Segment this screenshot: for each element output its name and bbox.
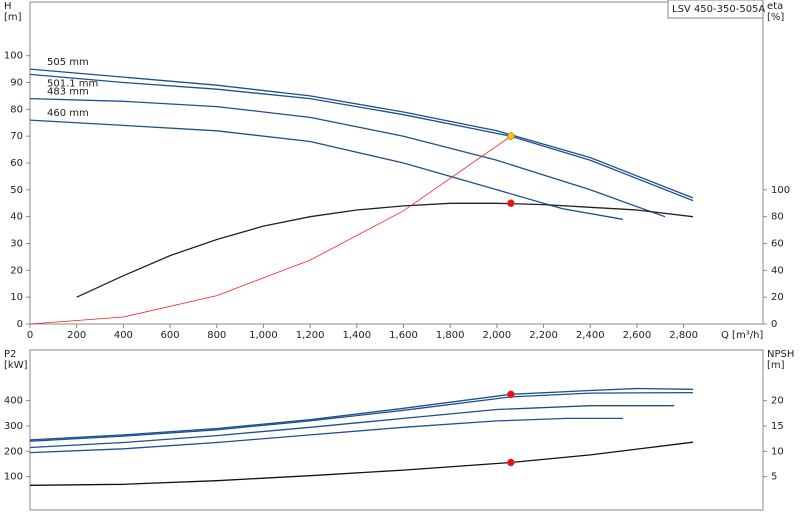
y-tick-label: 10 — [10, 292, 23, 303]
curve-label: 505 mm — [47, 57, 89, 68]
x-tick-label: 1,000 — [249, 330, 278, 341]
y2-axis-label: NPSH — [767, 349, 794, 360]
plot-frame — [29, 1, 764, 325]
operating-point — [507, 132, 515, 140]
y2-tick-label: 20 — [771, 292, 784, 303]
curve — [29, 417, 623, 454]
y-axis-label: H — [4, 1, 12, 12]
y-tick-label: 100 — [4, 51, 23, 62]
chart-title: LSV 450-350-505A — [672, 4, 765, 15]
x-tick-label: 800 — [207, 330, 226, 341]
curve — [29, 97, 666, 218]
y-axis-label: P2 — [4, 349, 16, 360]
y2-tick-label: 20 — [771, 396, 784, 407]
y-axis-label: [kW] — [4, 360, 28, 371]
y-tick-label: 90 — [10, 78, 23, 89]
y2-tick-label: 100 — [771, 185, 790, 196]
x-tick-label: 1,200 — [296, 330, 325, 341]
y-tick-label: 100 — [4, 472, 23, 483]
x-axis-label: Q [m³/h] — [721, 330, 763, 341]
x-tick-label: 2,800 — [669, 330, 698, 341]
y-tick-label: 200 — [4, 446, 23, 457]
y2-axis-label: [%] — [767, 12, 784, 23]
x-tick-label: 2,600 — [623, 330, 652, 341]
x-tick-label: 1,400 — [342, 330, 371, 341]
y2-tick-label: 0 — [771, 319, 777, 330]
x-tick-label: 0 — [27, 330, 33, 341]
y-tick-label: 70 — [10, 131, 23, 142]
y2-tick-label: 15 — [771, 421, 784, 432]
x-tick-label: 400 — [114, 330, 133, 341]
curve — [29, 387, 694, 441]
y-tick-label: 400 — [4, 396, 23, 407]
y-tick-label: 300 — [4, 421, 23, 432]
y-tick-label: 60 — [10, 158, 23, 169]
curve-label: 483 mm — [47, 87, 89, 98]
y-tick-label: 40 — [10, 212, 23, 223]
x-tick-label: 2,000 — [483, 330, 512, 341]
y-tick-label: 80 — [10, 104, 23, 115]
x-tick-label: 600 — [161, 330, 180, 341]
y-tick-label: 0 — [17, 319, 23, 330]
curve — [29, 68, 694, 199]
operating-point — [507, 199, 515, 207]
y-tick-label: 50 — [10, 185, 23, 196]
curve — [76, 202, 694, 298]
plot-frame — [29, 349, 764, 511]
x-tick-label: 2,200 — [529, 330, 558, 341]
y2-tick-label: 60 — [771, 239, 784, 250]
operating-point — [507, 390, 515, 399]
y-axis-label: [m] — [4, 12, 22, 23]
x-tick-label: 200 — [67, 330, 86, 341]
y-tick-label: 20 — [10, 265, 23, 276]
curve — [29, 405, 675, 449]
curve — [29, 135, 512, 325]
y-tick-label: 30 — [10, 239, 23, 250]
x-tick-label: 1,800 — [436, 330, 465, 341]
curve — [29, 391, 694, 442]
y2-tick-label: 5 — [771, 472, 777, 483]
curve — [29, 73, 694, 202]
y2-tick-label: 40 — [771, 265, 784, 276]
y2-tick-label: 80 — [771, 212, 784, 223]
x-tick-label: 1,600 — [389, 330, 418, 341]
y2-axis-label: eta — [767, 1, 783, 12]
y2-tick-label: 10 — [771, 446, 784, 457]
curve-label: 460 mm — [47, 108, 89, 119]
operating-point — [507, 458, 515, 467]
curve — [29, 441, 694, 486]
x-tick-label: 2,400 — [576, 330, 605, 341]
curve-label: 501.1 mm — [47, 78, 98, 89]
title-box — [667, 0, 764, 19]
y2-axis-label: [m] — [767, 360, 785, 371]
